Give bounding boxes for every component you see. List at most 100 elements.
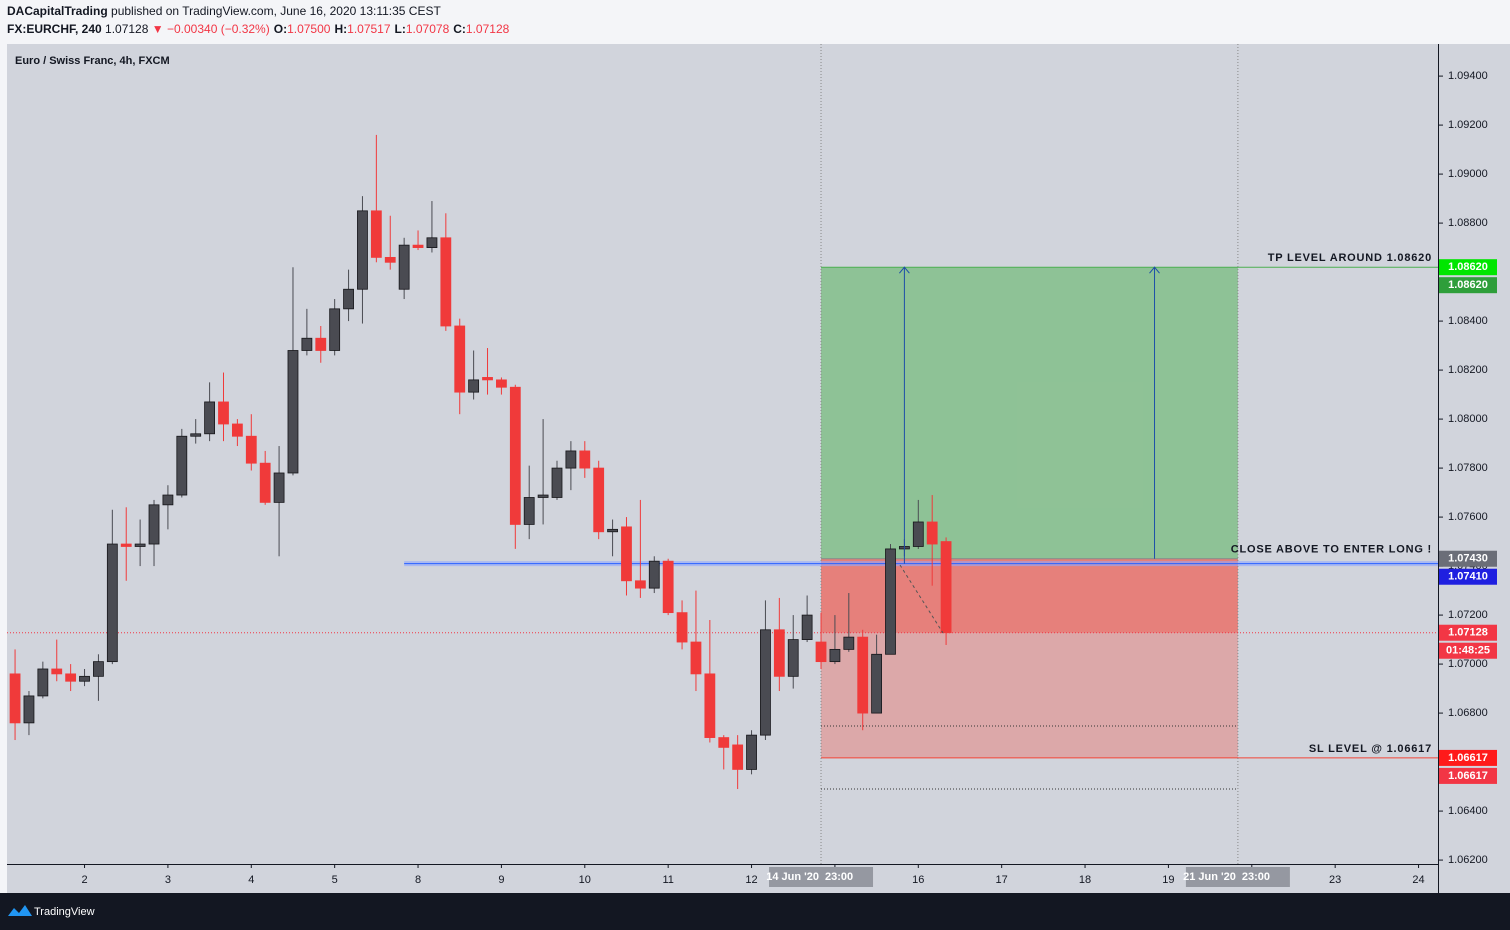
candle-body: [496, 379, 507, 388]
y-tick-label: 1.06800: [1448, 707, 1488, 719]
y-tick-label: 1.06200: [1448, 854, 1488, 866]
candle-body: [65, 673, 77, 682]
y-tick-label: 1.08000: [1448, 413, 1488, 425]
candle-body: [509, 386, 521, 525]
candle-body: [482, 377, 493, 381]
x-tick-label: 4: [248, 874, 254, 886]
ohlc-key: C:: [453, 22, 466, 36]
x-tick-label: 8: [415, 874, 421, 886]
candle-body: [218, 401, 229, 425]
x-tick-label: 2: [81, 874, 87, 886]
candle-body: [676, 612, 688, 643]
candle-body: [787, 639, 799, 677]
candle-body: [176, 435, 188, 496]
candle-body: [634, 580, 646, 589]
candle-body: [746, 734, 757, 770]
price-label-box: [1439, 642, 1497, 659]
plot: 1.094001.092001.090001.088001.086001.084…: [7, 44, 1497, 887]
candle-body: [760, 629, 771, 736]
candle-body: [440, 237, 452, 327]
candle-body: [621, 526, 632, 582]
candle-body: [273, 472, 285, 503]
profit-zone: [821, 267, 1238, 559]
candle-body: [398, 244, 410, 290]
candle-body: [120, 543, 132, 547]
date-box: [1185, 867, 1290, 887]
candle-body: [773, 629, 785, 677]
x-tick-label: 18: [1079, 874, 1091, 886]
candle-body: [829, 648, 841, 663]
price-label: 1.08620: [1448, 261, 1488, 273]
candle-body: [231, 423, 243, 437]
candle-body: [426, 237, 438, 248]
logo-icon: [8, 905, 32, 916]
footer: [0, 893, 1510, 930]
candle-body: [454, 325, 466, 393]
candle-body: [51, 668, 63, 675]
candle-body: [37, 668, 49, 697]
annotation: TP LEVEL AROUND 1.08620: [1268, 252, 1432, 264]
ohlc-key: O:: [274, 22, 287, 36]
price-label-box: [1439, 550, 1497, 567]
chart-bg: [7, 44, 1510, 893]
chart-title: Euro / Swiss Franc, 4h, FXCM: [15, 55, 170, 67]
candle-body: [843, 636, 855, 650]
open-loss: [821, 558, 1238, 633]
candle-body: [384, 256, 396, 263]
annotation: SL LEVEL @ 1.06617: [1309, 743, 1432, 755]
candle-body: [815, 641, 827, 663]
candle-body: [148, 504, 160, 545]
candle-body: [23, 695, 35, 724]
change: ▼ −0.00340 (−0.32%): [152, 22, 270, 36]
arrow-head: [1149, 266, 1160, 274]
x-tick-label: 3: [165, 874, 171, 886]
candle-body: [287, 350, 299, 474]
candle-body: [79, 675, 90, 682]
candle-body: [190, 433, 202, 437]
x-tick-label: 9: [498, 874, 504, 886]
price-label: 1.06617: [1448, 770, 1488, 782]
y-tick-label: 1.07000: [1448, 658, 1488, 670]
x-tick-label: 12: [745, 874, 757, 886]
price-label-box: [1439, 568, 1497, 585]
candle-body: [9, 673, 21, 724]
candle-body: [357, 210, 368, 290]
ohlc-value: 1.07128: [466, 22, 510, 36]
candle-body: [106, 543, 118, 663]
ohlc-key: H:: [334, 22, 347, 36]
price-label-box: [1439, 767, 1497, 784]
candle-body: [690, 641, 702, 675]
candle-body: [704, 673, 716, 738]
candle-body: [315, 337, 327, 351]
candle-body: [93, 661, 104, 677]
candle-body: [857, 636, 869, 714]
ohlc-value: 1.07500: [287, 22, 331, 36]
candle-body: [301, 337, 313, 351]
ohlc-value: 1.07078: [406, 22, 450, 36]
date-label: 21 Jun '20: [1183, 871, 1236, 883]
price-label-box: [1439, 277, 1497, 294]
y-tick-label: 1.08200: [1448, 364, 1488, 376]
x-tick-label: 5: [332, 874, 338, 886]
candle-body: [940, 541, 952, 634]
x-tick-label: 24: [1412, 874, 1424, 886]
x-tick-label: 11: [662, 874, 673, 886]
price-label: 1.08620: [1448, 279, 1488, 291]
candle-body: [565, 450, 577, 469]
candle-body: [343, 288, 354, 310]
price-label: 1.07430: [1448, 553, 1488, 565]
ohlc-value: 1.07517: [347, 22, 391, 36]
candle-body: [926, 521, 938, 545]
candle-body: [245, 435, 257, 464]
price-label: 01:48:25: [1446, 645, 1490, 657]
y-tick-label: 1.08400: [1448, 315, 1488, 327]
dashed-trend: [899, 564, 944, 634]
candle-body: [523, 497, 535, 525]
y-tick-label: 1.09000: [1448, 168, 1488, 180]
candle-body: [579, 450, 591, 469]
x-tick-label: 23: [1329, 874, 1341, 886]
y-tick-label: 1.06400: [1448, 805, 1488, 817]
footer-brand[interactable]: TradingView: [34, 906, 95, 918]
y-tick-label: 1.08800: [1448, 217, 1488, 229]
